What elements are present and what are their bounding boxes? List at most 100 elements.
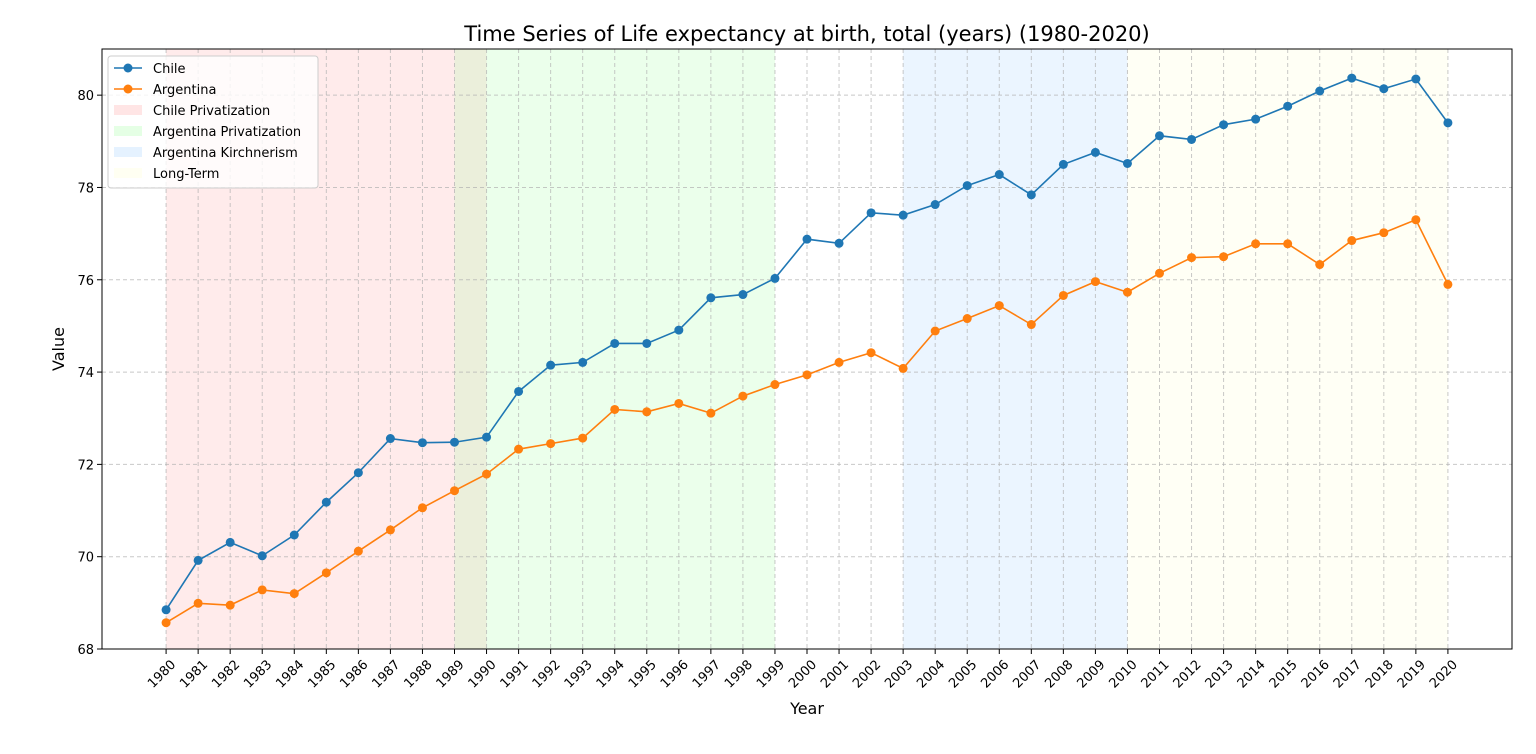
x-tick-label: 2009 [1074,657,1108,691]
data-point [1283,101,1293,111]
x-tick-label: 2010 [1106,657,1140,691]
data-point [417,503,427,513]
legend-label: Argentina Privatization [153,125,301,140]
legend-label: Chile Privatization [153,104,270,119]
x-tick-label: 2001 [818,657,852,691]
data-point [385,434,395,444]
data-point [1315,86,1325,96]
data-point [514,444,524,454]
x-tick-label: 2008 [1042,657,1076,691]
x-tick-label: 1983 [241,657,275,691]
x-tick-label: 1995 [626,657,660,691]
data-point [1187,134,1197,144]
data-point [962,181,972,191]
data-point [674,325,684,335]
data-point [1315,260,1325,270]
data-point [450,437,459,447]
x-tick-label: 2017 [1331,657,1365,691]
data-point [482,469,492,479]
data-point [1379,84,1389,94]
data-point [417,438,427,448]
data-point [514,386,524,396]
legend-label: Argentina [153,83,216,98]
x-tick-label: 2016 [1299,657,1333,691]
data-point [1155,131,1164,141]
period-band [1127,49,1448,649]
data-point [706,408,716,418]
data-point [353,468,363,478]
data-point [225,600,235,610]
y-tick-label: 72 [77,458,94,473]
x-tick-label: 1988 [401,657,435,691]
data-point [1026,190,1036,200]
y-tick-label: 68 [77,643,94,658]
x-tick-label: 1994 [594,657,628,691]
data-point [1411,215,1421,225]
data-point [770,273,780,283]
data-point [1283,239,1293,249]
legend-label: Chile [153,62,186,77]
x-tick-label: 2013 [1203,657,1237,691]
legend-box [107,55,319,189]
y-axis-title: Value [49,327,68,371]
data-point [1219,252,1229,262]
data-point [642,407,652,417]
data-point [1058,159,1068,169]
y-tick-label: 76 [77,274,94,289]
data-point [1347,73,1357,83]
data-point [546,360,556,370]
x-tick-label: 1986 [337,657,371,691]
data-point [1090,277,1100,287]
x-tick-label: 2005 [946,657,980,691]
y-tick-label: 78 [77,181,94,196]
data-point [1122,158,1132,168]
x-axis-ticks: 1980198119821983198419851986198719881989… [145,649,1461,691]
data-point [834,357,844,367]
data-point [161,618,171,628]
data-point [193,555,203,565]
data-point [930,200,940,210]
x-tick-label: 2020 [1427,657,1461,691]
data-point [610,338,620,348]
x-tick-label: 1987 [369,657,403,691]
period-band [454,49,775,649]
data-point [706,293,716,303]
data-point [1026,320,1036,330]
x-tick-label: 2007 [1010,657,1044,691]
data-point [1090,147,1100,157]
data-point [1443,118,1453,128]
data-point [642,338,652,348]
data-point [738,391,748,401]
data-point [1347,236,1357,246]
legend-marker-swatch [123,63,133,73]
x-tick-label: 1997 [690,657,724,691]
legend-patch-swatch [114,126,142,136]
x-tick-label: 1989 [434,657,468,691]
legend-patch-swatch [114,168,142,178]
x-tick-label: 1991 [498,657,532,691]
x-tick-label: 2012 [1171,657,1205,691]
x-tick-label: 1982 [209,657,243,691]
y-tick-label: 70 [77,551,94,566]
data-point [898,210,908,220]
legend-patch-swatch [114,105,142,115]
x-tick-label: 2000 [786,657,820,691]
data-point [1058,290,1068,300]
x-tick-label: 2002 [850,657,884,691]
x-tick-label: 1996 [658,657,692,691]
data-point [257,551,267,561]
data-point [770,380,780,390]
data-point [1251,239,1261,249]
data-point [994,301,1004,311]
x-tick-label: 1990 [466,657,500,691]
legend: Chile Argentina Chile Privatization Argenti… [107,55,319,189]
data-point [385,525,395,535]
data-point [1379,228,1389,238]
data-point [1443,279,1453,289]
x-tick-label: 1984 [273,657,307,691]
x-tick-label: 2011 [1139,657,1173,691]
x-tick-label: 2018 [1363,657,1397,691]
data-point [1187,253,1197,263]
data-point [193,598,203,608]
